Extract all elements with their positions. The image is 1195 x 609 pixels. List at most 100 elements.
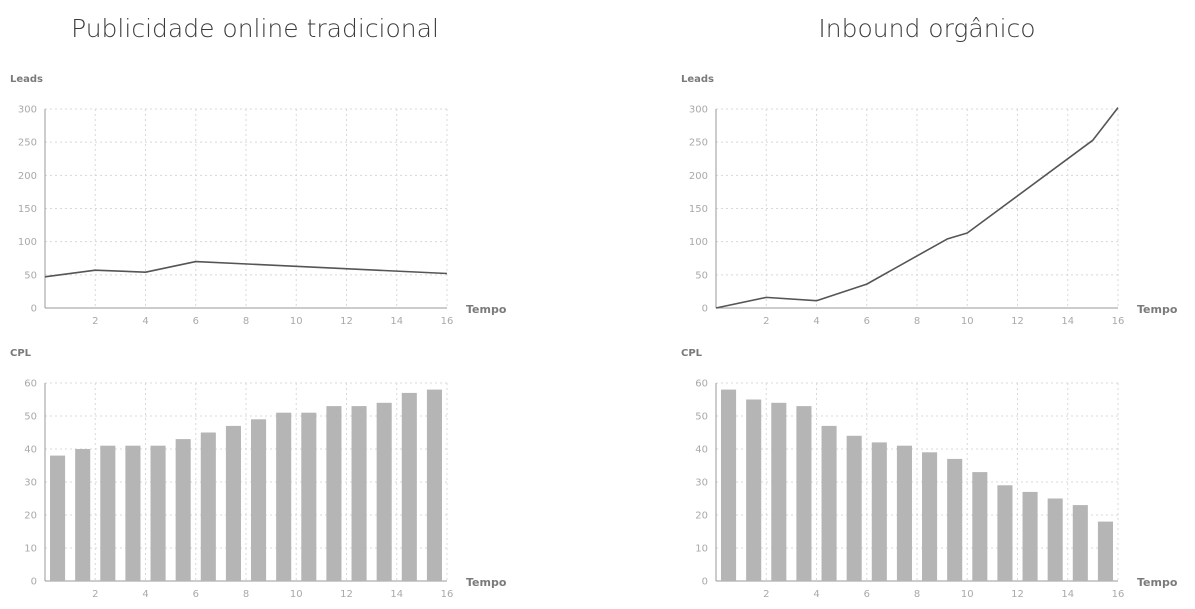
cpl-bar bbox=[871, 442, 887, 581]
x-tick-label: 10 bbox=[290, 589, 303, 600]
cpl-bar bbox=[125, 445, 141, 581]
leads-chart-traditional: 0 50 100 150 200 250 300 2 4 6 8 10 12 14 16 Leads Tempo bbox=[10, 74, 507, 327]
x-tick-label: 2 bbox=[92, 316, 98, 327]
x-tick-label: 2 bbox=[763, 316, 769, 327]
x-tick-label: 8 bbox=[914, 589, 920, 600]
x-tick-label: 14 bbox=[1061, 589, 1074, 600]
cpl-bar bbox=[771, 402, 787, 581]
right-column-title: Inbound orgânico bbox=[818, 14, 1036, 43]
y-tick-label: 40 bbox=[24, 445, 37, 456]
y-tick-label: 300 bbox=[18, 105, 37, 116]
cpl-bar bbox=[896, 445, 912, 581]
cpl-bar bbox=[50, 455, 66, 581]
x-tick-label: 14 bbox=[1061, 316, 1074, 327]
y-tick-label: 20 bbox=[695, 511, 708, 522]
cpl-bar bbox=[1097, 521, 1113, 581]
cpl-bar bbox=[301, 412, 317, 581]
cpl-bar bbox=[922, 452, 938, 581]
x-tick-label: 10 bbox=[961, 589, 974, 600]
cpl-bar bbox=[1047, 498, 1063, 581]
y-tick-label: 50 bbox=[24, 270, 37, 281]
cpl-bar bbox=[1022, 491, 1038, 581]
y-tick-label: 50 bbox=[695, 270, 708, 281]
cpl-chart-inbound: 0 10 20 30 40 50 60 2 4 6 8 10 12 14 16 CPL Tempo bbox=[681, 348, 1178, 600]
leads-line bbox=[715, 107, 1119, 309]
y-axis-label: Leads bbox=[10, 74, 43, 85]
y-tick-label: 100 bbox=[18, 237, 37, 248]
x-tick-label: 12 bbox=[1011, 589, 1024, 600]
cpl-bar bbox=[75, 449, 91, 581]
cpl-bar bbox=[251, 419, 267, 581]
x-axis-label: Tempo bbox=[466, 576, 507, 589]
x-tick-label: 6 bbox=[864, 589, 870, 600]
x-tick-label: 12 bbox=[340, 589, 353, 600]
y-tick-label: 100 bbox=[689, 237, 708, 248]
y-tick-label: 0 bbox=[702, 577, 708, 588]
leads-chart-inbound: 0 50 100 150 200 250 300 2 4 6 8 10 12 14 16 Leads Tempo bbox=[681, 74, 1178, 327]
x-tick-label: 6 bbox=[864, 316, 870, 327]
x-tick-label: 16 bbox=[441, 589, 454, 600]
x-axis-label: Tempo bbox=[1137, 303, 1178, 316]
cpl-bar bbox=[997, 485, 1013, 581]
cpl-bar bbox=[846, 435, 862, 581]
y-tick-label: 150 bbox=[689, 204, 708, 215]
cpl-bar bbox=[721, 389, 737, 581]
x-tick-label: 2 bbox=[763, 589, 769, 600]
y-tick-label: 300 bbox=[689, 105, 708, 116]
x-tick-label: 12 bbox=[340, 316, 353, 327]
x-tick-label: 6 bbox=[193, 589, 199, 600]
x-tick-label: 8 bbox=[243, 589, 249, 600]
cpl-bar bbox=[796, 406, 812, 581]
x-tick-label: 10 bbox=[290, 316, 303, 327]
cpl-bar bbox=[326, 406, 342, 581]
y-tick-label: 50 bbox=[695, 412, 708, 423]
y-tick-label: 30 bbox=[695, 478, 708, 489]
x-tick-label: 4 bbox=[813, 589, 819, 600]
cpl-bar bbox=[821, 425, 837, 581]
y-tick-label: 250 bbox=[689, 138, 708, 149]
cpl-bar bbox=[972, 472, 988, 581]
x-tick-label: 4 bbox=[813, 316, 819, 327]
cpl-bar bbox=[426, 389, 442, 581]
y-tick-label: 200 bbox=[689, 171, 708, 182]
x-tick-label: 2 bbox=[92, 589, 98, 600]
y-tick-label: 0 bbox=[702, 304, 708, 315]
y-tick-label: 20 bbox=[24, 511, 37, 522]
cpl-bar bbox=[200, 432, 216, 581]
cpl-bar bbox=[746, 399, 762, 581]
y-axis-label: CPL bbox=[681, 348, 703, 359]
x-tick-label: 16 bbox=[1112, 316, 1125, 327]
y-tick-label: 40 bbox=[695, 445, 708, 456]
x-tick-label: 6 bbox=[193, 316, 199, 327]
y-axis-label: CPL bbox=[10, 348, 32, 359]
x-tick-label: 14 bbox=[390, 589, 403, 600]
y-tick-label: 0 bbox=[31, 304, 37, 315]
left-column-title: Publicidade online tradicional bbox=[71, 14, 439, 43]
x-axis-label: Tempo bbox=[466, 303, 507, 316]
y-tick-label: 60 bbox=[24, 379, 37, 390]
cpl-bar bbox=[947, 458, 963, 581]
y-tick-label: 30 bbox=[24, 478, 37, 489]
x-tick-label: 16 bbox=[1112, 589, 1125, 600]
cpl-bar bbox=[1072, 505, 1088, 581]
y-tick-label: 150 bbox=[18, 204, 37, 215]
cpl-bar bbox=[351, 406, 367, 581]
x-axis-label: Tempo bbox=[1137, 576, 1178, 589]
leads-line bbox=[44, 260, 448, 278]
y-tick-label: 10 bbox=[695, 544, 708, 555]
y-tick-label: 10 bbox=[24, 544, 37, 555]
cpl-bar bbox=[276, 412, 292, 581]
y-tick-label: 0 bbox=[31, 577, 37, 588]
x-tick-label: 4 bbox=[142, 316, 148, 327]
y-tick-label: 60 bbox=[695, 379, 708, 390]
cpl-chart-traditional: 0 10 20 30 40 50 60 2 4 6 8 10 12 14 16 CPL Tempo bbox=[10, 348, 507, 600]
x-tick-label: 10 bbox=[961, 316, 974, 327]
y-tick-label: 250 bbox=[18, 138, 37, 149]
cpl-bar bbox=[225, 425, 241, 581]
x-tick-label: 12 bbox=[1011, 316, 1024, 327]
cpl-bar bbox=[150, 445, 166, 581]
x-tick-label: 16 bbox=[441, 316, 454, 327]
x-tick-label: 4 bbox=[142, 589, 148, 600]
x-tick-label: 14 bbox=[390, 316, 403, 327]
